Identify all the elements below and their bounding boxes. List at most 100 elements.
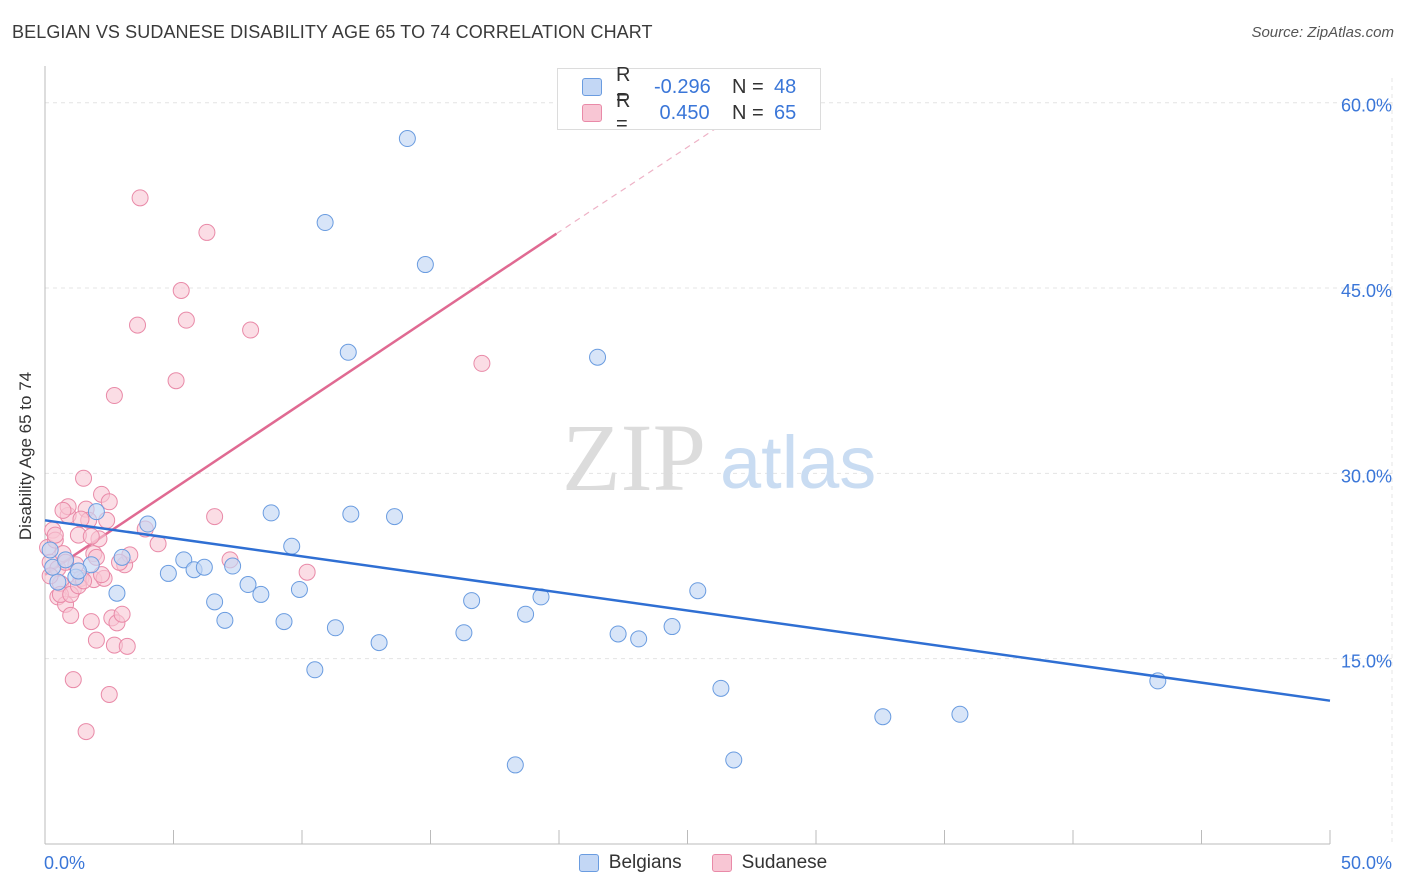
sudanese-point xyxy=(82,527,100,545)
sudanese-point xyxy=(177,311,195,329)
belgian-point xyxy=(398,130,416,148)
belgian-point xyxy=(49,573,67,591)
sudanese-point xyxy=(242,321,260,339)
axes xyxy=(44,66,1331,845)
sudanese-point xyxy=(100,686,118,704)
y-tick-label: 45.0% xyxy=(1341,281,1392,301)
sudanese-point xyxy=(167,372,185,390)
belgian-point xyxy=(69,562,87,580)
sudanese-point xyxy=(75,469,93,487)
belgian-point xyxy=(87,503,105,521)
legend-n-label: N = xyxy=(732,75,764,98)
sudanese-point xyxy=(62,606,80,624)
legend-n-value: 48 xyxy=(774,75,797,98)
belgian-point xyxy=(41,541,59,559)
belgian-point xyxy=(262,504,280,522)
sudanese-trend-line xyxy=(44,232,558,576)
belgian-point xyxy=(113,548,131,566)
belgian-point xyxy=(108,584,126,602)
sudanese-point xyxy=(64,671,82,689)
legend-item-belgians[interactable]: Belgians xyxy=(578,852,682,874)
belgian-point xyxy=(306,661,324,679)
belgian-point xyxy=(725,751,743,769)
belgian-point xyxy=(609,625,627,643)
sudanese-point xyxy=(118,637,136,655)
sudanese-point xyxy=(77,723,95,741)
sudanese-point xyxy=(113,605,131,623)
belgian-point xyxy=(44,558,62,576)
legend-row-belgians: R = -0.296 N = 48 xyxy=(582,64,797,109)
belgian-point xyxy=(224,557,242,575)
legend-swatch-belgians xyxy=(582,78,602,96)
sudanese-point xyxy=(473,354,491,372)
belgian-point xyxy=(517,605,535,623)
belgian-point xyxy=(589,348,607,366)
sudanese-point xyxy=(105,387,123,405)
x-tick-label: 50.0% xyxy=(1341,853,1392,873)
sudanese-point xyxy=(82,613,100,631)
sudanese-point xyxy=(298,563,316,581)
legend-r-value: -0.296 xyxy=(654,75,711,98)
belgian-point xyxy=(463,592,481,610)
watermark-zip: ZIP xyxy=(562,404,706,511)
sudanese-point xyxy=(131,189,149,207)
legend-n-label: N = xyxy=(732,101,764,124)
y-tick-label: 15.0% xyxy=(1341,652,1392,672)
y-tick-label: 30.0% xyxy=(1341,466,1392,486)
belgian-point xyxy=(206,593,224,611)
series-legend: Belgians Sudanese xyxy=(0,852,1406,874)
sudanese-point xyxy=(87,631,105,649)
belgian-point xyxy=(689,582,707,600)
belgian-point xyxy=(316,214,334,232)
sudanese-point xyxy=(206,508,224,526)
belgian-point xyxy=(339,343,357,361)
legend-n-value: 65 xyxy=(774,101,797,124)
legend-item-sudanese[interactable]: Sudanese xyxy=(711,852,828,874)
belgian-point xyxy=(290,580,308,598)
legend-label-belgians: Belgians xyxy=(608,852,682,873)
belgian-point xyxy=(326,619,344,637)
belgian-point xyxy=(874,708,892,726)
legend-r-label: R = xyxy=(616,90,631,135)
x-tick-label: 0.0% xyxy=(44,853,85,873)
sudanese-point xyxy=(129,316,147,334)
belgian-point xyxy=(342,505,360,523)
belgian-point xyxy=(370,634,388,652)
y-axis-label: Disability Age 65 to 74 xyxy=(16,372,35,540)
legend-r-label: R = xyxy=(616,64,631,109)
belgian-trend xyxy=(44,519,1331,702)
belgian-point xyxy=(951,705,969,723)
belgian-point xyxy=(239,576,257,594)
watermark: ZIP atlas xyxy=(562,404,876,511)
belgian-trend-line xyxy=(44,519,1331,702)
belgian-point xyxy=(386,508,404,526)
watermark-atlas: atlas xyxy=(720,421,876,504)
belgian-point xyxy=(195,558,213,576)
sudanese-point xyxy=(72,510,90,528)
legend-swatch-sudanese xyxy=(582,104,602,122)
sudanese-point xyxy=(100,493,118,511)
sudanese-point xyxy=(93,566,111,584)
tick-labels: 15.0% 30.0% 45.0% 60.0% 0.0% 50.0% xyxy=(44,96,1392,873)
legend-row-sudanese: R = 0.450 N = 65 xyxy=(582,90,797,135)
sudanese-point xyxy=(54,501,72,519)
source-label: Source: ZipAtlas.com xyxy=(1251,24,1394,41)
sudanese-point xyxy=(172,282,190,300)
legend-swatch-sudanese xyxy=(711,854,732,872)
belgian-point xyxy=(275,613,293,631)
sudanese-point xyxy=(198,223,216,241)
belgian-point xyxy=(57,551,75,569)
correlation-legend: R = -0.296 N = 48 R = 0.450 N = 65 xyxy=(557,64,821,135)
belgian-point xyxy=(663,618,681,636)
belgian-point xyxy=(630,630,648,648)
belgian-point xyxy=(252,585,270,603)
belgian-point xyxy=(712,679,730,697)
belgian-point xyxy=(283,537,301,555)
belgian-point xyxy=(139,515,157,533)
legend-label-sudanese: Sudanese xyxy=(741,852,828,873)
belgian-point xyxy=(416,256,434,274)
legend-swatch-belgians xyxy=(578,854,599,872)
belgian-point xyxy=(455,624,473,642)
belgian-point xyxy=(506,756,524,774)
